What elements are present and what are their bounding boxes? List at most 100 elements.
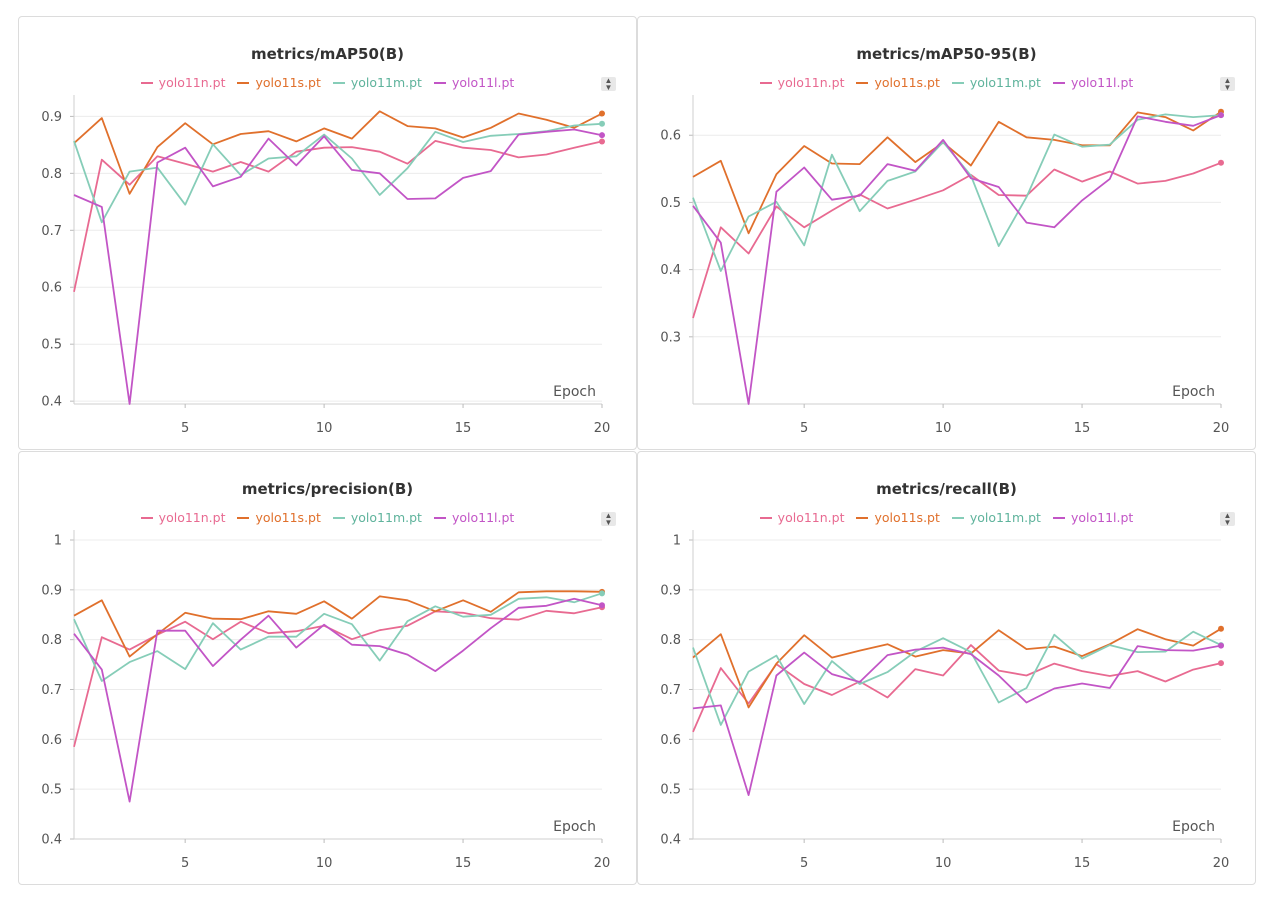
legend-item-yolo11n[interactable]: yolo11n.pt — [140, 75, 225, 90]
legend-label: yolo11l.pt — [451, 510, 515, 525]
legend-swatch — [759, 516, 772, 519]
series-endpoint-yolo11l — [599, 132, 605, 139]
chart-legend[interactable]: yolo11n.pt yolo11s.pt yolo11m.pt yolo11l… — [638, 75, 1255, 90]
series-line-yolo11l — [73, 597, 603, 803]
series-line-yolo11n — [73, 606, 603, 748]
legend-item-yolo11s[interactable]: yolo11s.pt — [237, 510, 321, 525]
y-tick-label: 0.6 — [660, 733, 681, 748]
legend-swatch — [951, 81, 964, 84]
chart-legend[interactable]: yolo11n.pt yolo11s.pt yolo11m.pt yolo11l… — [19, 75, 636, 90]
series-endpoint-yolo11l — [1218, 112, 1224, 119]
y-tick-label: 1 — [673, 534, 681, 549]
x-axis-title: Epoch — [1172, 384, 1215, 400]
series-endpoint-yolo11n — [599, 138, 605, 145]
series-line-yolo11n — [692, 161, 1222, 319]
series-line-yolo11l — [692, 644, 1222, 797]
x-tick-label: 15 — [1074, 856, 1091, 871]
legend-swatch — [237, 516, 250, 519]
chart-title: metrics/mAP50-95(B) — [856, 45, 1037, 63]
legend-swatch — [759, 81, 772, 84]
series-endpoint-yolo11m — [599, 120, 605, 127]
y-tick-label: 0.4 — [660, 833, 681, 848]
y-tick-label: 0.6 — [660, 129, 681, 144]
legend-item-yolo11m[interactable]: yolo11m.pt — [951, 510, 1041, 525]
legend-item-yolo11l[interactable]: yolo11l.pt — [433, 75, 514, 90]
chart-plot-area: 0.3 0.4 0.5 0.6 5 10 15 20 Epoch — [660, 95, 1229, 436]
y-tick-label: 0.7 — [41, 683, 62, 698]
series-line-yolo11l — [73, 128, 603, 405]
legend-item-yolo11n[interactable]: yolo11n.pt — [759, 75, 844, 90]
y-tick-label: 0.8 — [660, 633, 681, 648]
legend-item-yolo11l[interactable]: yolo11l.pt — [1052, 75, 1134, 90]
legend-label: yolo11n.pt — [158, 510, 226, 525]
x-tick-label: 5 — [181, 421, 189, 436]
legend-item-yolo11l[interactable]: yolo11l.pt — [433, 510, 515, 525]
legend-swatch — [140, 516, 153, 519]
chart-legend[interactable]: yolo11n.pt yolo11s.pt yolo11m.pt yolo11l… — [19, 510, 636, 525]
legend-label: yolo11m.pt — [350, 510, 422, 525]
y-tick-label: 0.5 — [41, 338, 62, 353]
legend-scroll-icon[interactable]: ▲ ▼ — [1220, 77, 1235, 92]
y-tick-label: 0.4 — [41, 395, 62, 410]
series-endpoint-yolo11m — [599, 590, 605, 597]
chart-title: metrics/precision(B) — [241, 480, 414, 498]
series-endpoint-yolo11s — [599, 110, 605, 117]
y-tick-label: 0.4 — [660, 263, 681, 278]
chart-legend[interactable]: yolo11n.pt yolo11s.pt yolo11m.pt yolo11l… — [638, 510, 1255, 525]
legend-item-yolo11m[interactable]: yolo11m.pt — [332, 75, 422, 90]
series-line-yolo11m — [73, 592, 603, 682]
legend-item-yolo11n[interactable]: yolo11n.pt — [140, 510, 226, 525]
legend-label: yolo11l.pt — [1070, 510, 1134, 525]
legend-item-yolo11s[interactable]: yolo11s.pt — [237, 75, 321, 90]
y-tick-label: 0.7 — [660, 683, 681, 698]
series-endpoint-yolo11l — [599, 602, 605, 609]
x-tick-label: 10 — [316, 421, 333, 436]
series-line-yolo11s — [73, 110, 603, 195]
series-endpoint-yolo11l — [1218, 642, 1224, 649]
chart-panel-recall: metrics/recall(B) yolo11n.pt yolo11s.pt … — [637, 451, 1256, 885]
legend-label: yolo11l.pt — [1070, 75, 1134, 90]
series-line-yolo11s — [692, 627, 1222, 709]
legend-item-yolo11s[interactable]: yolo11s.pt — [856, 510, 940, 525]
legend-label: yolo11m.pt — [350, 75, 422, 90]
series-line-yolo11m — [692, 113, 1222, 272]
y-tick-label: 0.9 — [660, 583, 681, 598]
x-tick-label: 10 — [935, 421, 952, 436]
legend-swatch — [856, 81, 869, 84]
legend-item-yolo11n[interactable]: yolo11n.pt — [759, 510, 844, 525]
series-endpoint-yolo11s — [1218, 625, 1224, 632]
legend-item-yolo11m[interactable]: yolo11m.pt — [332, 510, 422, 525]
y-tick-label: 0.4 — [41, 833, 62, 848]
legend-item-yolo11l[interactable]: yolo11l.pt — [1052, 510, 1134, 525]
y-tick-label: 0.3 — [660, 330, 681, 345]
legend-label: yolo11m.pt — [969, 75, 1041, 90]
x-tick-label: 10 — [935, 856, 952, 871]
x-tick-label: 15 — [455, 421, 472, 436]
chart-panel-map50: metrics/mAP50(B) yolo11n.pt yolo11s.pt y… — [18, 16, 637, 450]
legend-item-yolo11m[interactable]: yolo11m.pt — [951, 75, 1041, 90]
legend-scroll-icon[interactable]: ▲ ▼ — [601, 512, 616, 527]
x-tick-label: 10 — [316, 856, 333, 871]
chart-title: metrics/mAP50(B) — [250, 45, 405, 63]
legend-label: yolo11m.pt — [969, 510, 1041, 525]
y-tick-label: 0.7 — [41, 224, 62, 239]
legend-item-yolo11s[interactable]: yolo11s.pt — [856, 75, 940, 90]
y-tick-label: 0.6 — [41, 733, 62, 748]
legend-swatch — [140, 81, 153, 84]
y-tick-label: 0.9 — [41, 110, 62, 125]
y-tick-label: 0.9 — [41, 583, 62, 598]
legend-label: yolo11s.pt — [255, 510, 321, 525]
chart-title: metrics/recall(B) — [876, 480, 1017, 498]
legend-scroll-icon[interactable]: ▲ ▼ — [1220, 512, 1235, 527]
x-axis-title: Epoch — [553, 384, 596, 400]
series-line-yolo11s — [692, 110, 1222, 235]
legend-scroll-icon[interactable]: ▲ ▼ — [601, 77, 616, 92]
x-tick-label: 20 — [594, 856, 611, 871]
legend-swatch — [856, 516, 869, 519]
chart-plot-area: 0.4 0.5 0.6 0.7 0.8 0.9 5 10 15 20 Epoch — [41, 95, 610, 436]
x-tick-label: 5 — [800, 856, 808, 871]
y-tick-label: 0.5 — [660, 196, 681, 211]
legend-swatch — [951, 516, 964, 519]
series-line-yolo11l — [692, 114, 1222, 405]
